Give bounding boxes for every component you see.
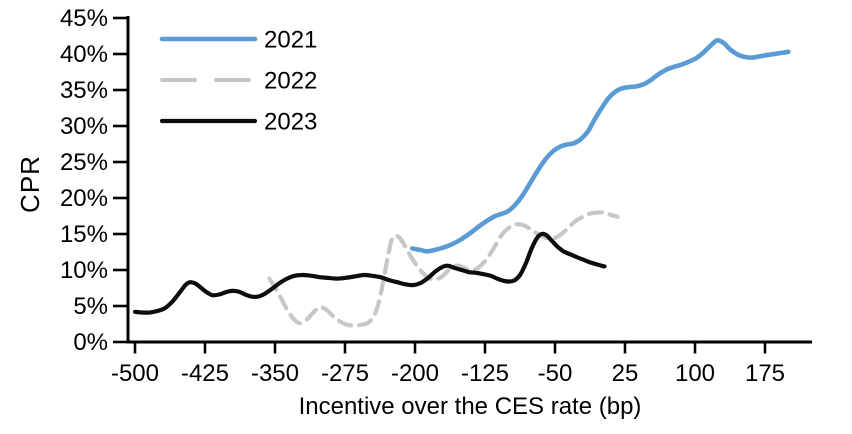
series-line-2023 [132,231,607,315]
y-tick-label: 25% [60,149,108,176]
y-tick-label: 40% [60,41,108,68]
legend-label-2023: 2023 [264,109,317,136]
y-tick-label: 15% [60,221,108,248]
legend-item-2021: 2021 [159,27,317,54]
series-line-2022 [267,210,620,328]
legend-item-2023: 2023 [159,109,317,136]
x-tick-label: -500 [111,360,159,387]
y-axis-title: CPR [15,155,45,213]
series-lines [132,37,791,328]
x-tick-label: -125 [461,360,509,387]
x-tick-label: -50 [538,360,573,387]
y-tick-label: 0% [73,329,108,356]
x-tick-label: 25 [612,360,639,387]
x-axis-tick-labels: -500 -425 -350 -275 -200 -125 -50 25 100 175 [111,360,785,387]
series-line-2021 [409,37,791,254]
x-tick-label: -275 [321,360,369,387]
x-axis-title: Incentive over the CES rate (bp) [299,393,642,420]
x-tick-label: 175 [745,360,785,387]
y-tick-label: 10% [60,257,108,284]
y-tick-label: 35% [60,77,108,104]
x-tick-label: -425 [181,360,229,387]
y-axis-ticks [113,16,127,344]
y-tick-label: 5% [73,293,108,320]
x-tick-label: -200 [391,360,439,387]
x-tick-label: 100 [675,360,715,387]
legend-label-2022: 2022 [264,68,317,95]
y-tick-label: 45% [60,5,108,32]
legend-label-2021: 2021 [264,27,317,54]
y-tick-label: 30% [60,113,108,140]
y-tick-label: 20% [60,185,108,212]
x-axis-ticks [133,342,767,354]
legend: 2021 2022 2023 [159,27,317,136]
y-axis-tick-labels: 0% 5% 10% 15% 20% 25% 30% 35% 40% 45% [60,5,108,356]
x-tick-label: -350 [251,360,299,387]
legend-item-2022: 2022 [159,68,317,95]
